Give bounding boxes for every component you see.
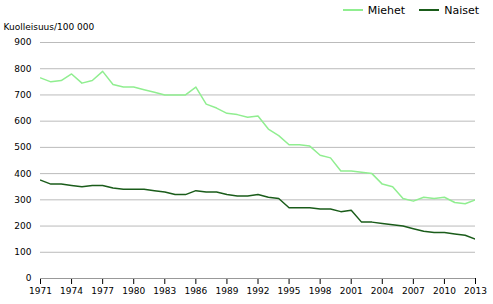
svg-text:2001: 2001 xyxy=(340,286,363,296)
svg-text:2007: 2007 xyxy=(402,286,425,296)
svg-text:1983: 1983 xyxy=(153,286,176,296)
svg-text:900: 900 xyxy=(14,37,31,47)
svg-text:800: 800 xyxy=(14,64,31,74)
svg-text:500: 500 xyxy=(14,142,31,152)
svg-text:700: 700 xyxy=(14,90,31,100)
svg-text:100: 100 xyxy=(14,247,31,257)
svg-text:1980: 1980 xyxy=(122,286,145,296)
svg-text:2013: 2013 xyxy=(464,286,487,296)
svg-text:1992: 1992 xyxy=(247,286,270,296)
html-text:Naiset: Naiset xyxy=(444,3,479,17)
svg-text:1971: 1971 xyxy=(29,286,52,296)
svg-text:1977: 1977 xyxy=(91,286,114,296)
svg-text:400: 400 xyxy=(14,168,31,178)
svg-text:2010: 2010 xyxy=(433,286,456,296)
svg-text:600: 600 xyxy=(14,116,31,126)
svg-text:1989: 1989 xyxy=(215,286,238,296)
svg-text:2004: 2004 xyxy=(371,286,394,296)
html-text:Miehet: Miehet xyxy=(367,3,406,17)
svg-text:200: 200 xyxy=(14,221,31,231)
svg-text:1974: 1974 xyxy=(60,286,83,296)
svg-text:300: 300 xyxy=(14,195,31,205)
svg-text:1998: 1998 xyxy=(309,286,332,296)
svg-text:0: 0 xyxy=(26,273,32,283)
svg-text:Kuolleisuus/100 000: Kuolleisuus/100 000 xyxy=(4,22,95,32)
svg-text:1995: 1995 xyxy=(278,286,301,296)
svg-text:1986: 1986 xyxy=(184,286,207,296)
